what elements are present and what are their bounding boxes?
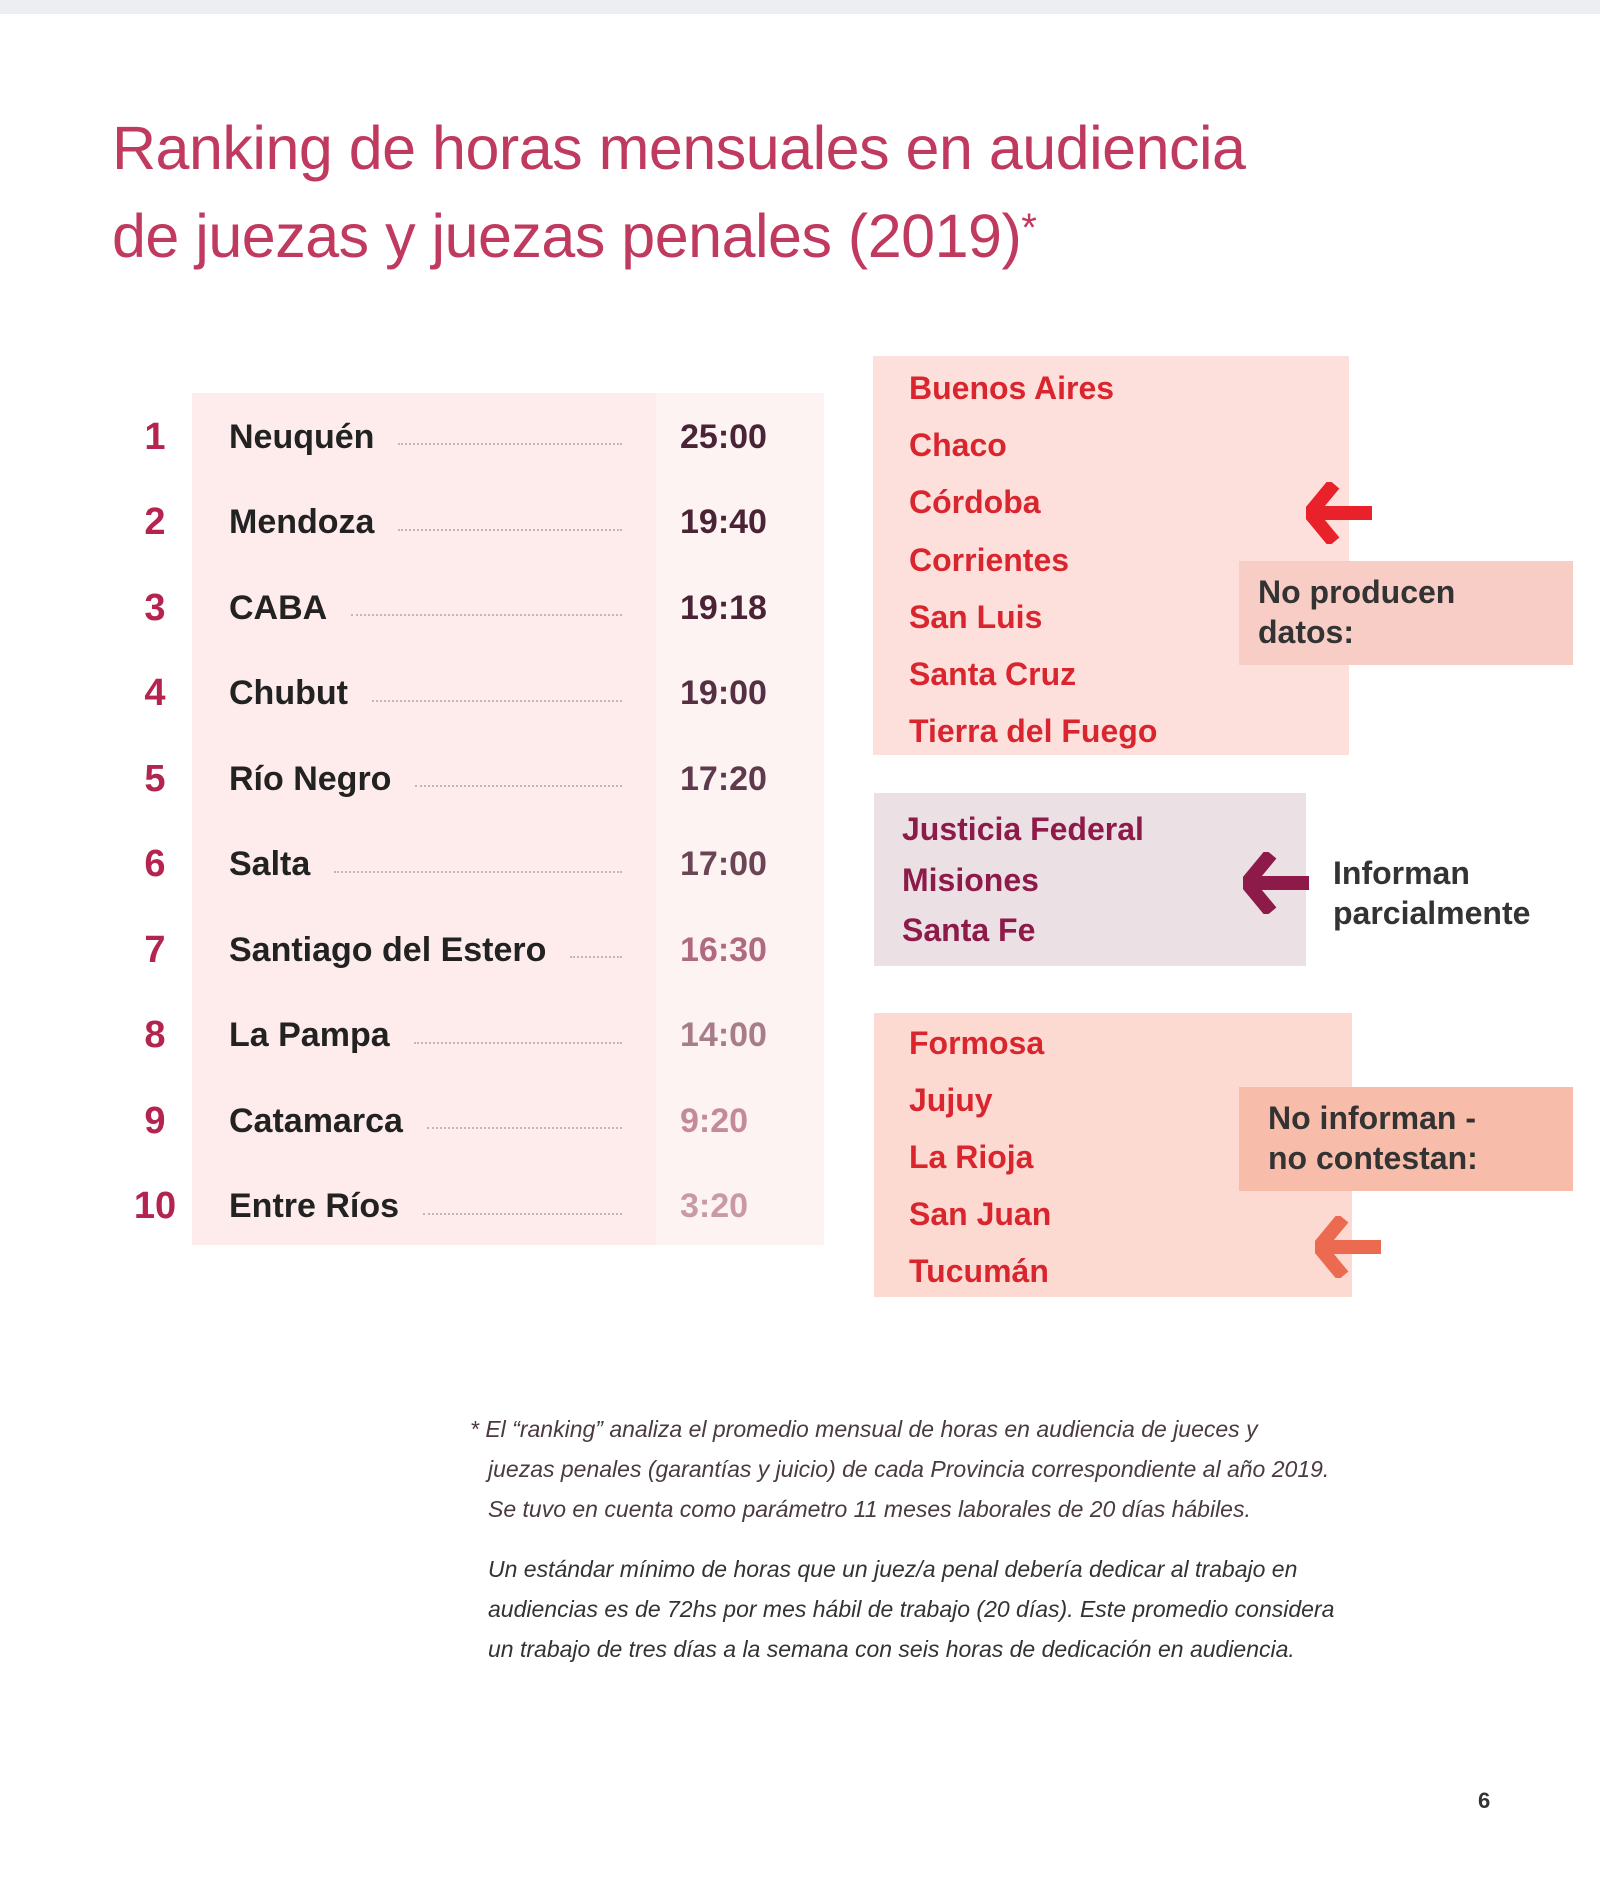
- dotted-leader: [398, 528, 623, 531]
- province-item: Formosa: [909, 1025, 1045, 1061]
- hours-value: 19:40: [680, 503, 767, 541]
- no-informan-label: No informan - no contestan:: [1268, 1100, 1478, 1176]
- province-item: Santa Fe: [902, 912, 1036, 948]
- no-producen-label: No producen datos:: [1258, 574, 1456, 650]
- rank-number: 2: [144, 501, 166, 543]
- ranking-row: 5 Río Negro 17:20: [120, 749, 780, 809]
- footnote-line: Un estándar mínimo de horas que un juez/…: [488, 1556, 1298, 1582]
- hours-value: 3:20: [680, 1187, 749, 1225]
- parcial-box: [874, 793, 1306, 966]
- page-title: Ranking de horas mensuales en audiencia …: [112, 104, 1246, 280]
- dotted-leader: [371, 699, 622, 702]
- title-asterisk: *: [1021, 206, 1037, 250]
- footnote-line: * El “ranking” analiza el promedio mensu…: [470, 1416, 1258, 1442]
- hours-value: 25:00: [680, 417, 767, 456]
- province-item: Justicia Federal: [902, 811, 1144, 847]
- footnote-line: juezas penales (garantías y juicio) de c…: [488, 1456, 1330, 1482]
- hours-value: 16:30: [680, 930, 767, 969]
- rank-number: 3: [144, 586, 166, 629]
- dotted-leader: [426, 1127, 622, 1129]
- ranking-row: 1 Neuquén 25:00: [120, 407, 780, 467]
- ranking-row: 7 Santiago del Estero 16:30: [120, 920, 780, 980]
- province-item: Misiones: [902, 861, 1039, 898]
- province-item: Córdoba: [909, 484, 1041, 521]
- parcial-label: Informan parcialmente: [1333, 855, 1531, 931]
- ranking-row: 6 Salta 17:00: [120, 835, 780, 895]
- rank-number: 10: [133, 1185, 177, 1227]
- hours-value: 19:00: [680, 674, 767, 712]
- no-producen-box: [873, 356, 1349, 755]
- rank-number: 9: [144, 1099, 166, 1142]
- dotted-leader: [398, 443, 623, 445]
- title-line-2: de juezas y juezas penales (2019): [112, 202, 1022, 270]
- province-name: Entre Ríos: [229, 1187, 400, 1225]
- no-informan-label-box: [1239, 1087, 1573, 1191]
- footnote-line: audiencias es de 72hs por mes hábil de t…: [488, 1596, 1335, 1622]
- hours-value: 9:20: [680, 1101, 749, 1140]
- province-item: Tucumán: [909, 1253, 1049, 1289]
- arrow-left-icon: [1243, 852, 1309, 914]
- dotted-leader: [351, 614, 623, 616]
- dotted-leader: [413, 1041, 622, 1044]
- province-item: Tierra del Fuego: [909, 713, 1158, 750]
- province-item: La Rioja: [909, 1139, 1034, 1175]
- dotted-leader: [334, 870, 623, 873]
- arrow-left-icon: [1306, 482, 1372, 544]
- province-item: Jujuy: [909, 1082, 993, 1118]
- rank-number: 1: [144, 415, 166, 458]
- hours-value: 17:00: [680, 845, 767, 883]
- rank-number: 7: [144, 928, 166, 971]
- province-name: Catamarca: [229, 1101, 403, 1140]
- dotted-leader: [423, 1212, 623, 1215]
- rank-number: 4: [144, 672, 166, 714]
- title-line-1: Ranking de horas mensuales en audiencia: [112, 114, 1246, 182]
- province-item: Chaco: [909, 427, 1007, 464]
- province-name: Chubut: [229, 674, 348, 712]
- ranking-row: 9 Catamarca 9:20: [120, 1091, 780, 1151]
- province-name: CABA: [229, 588, 328, 627]
- ranking-table-background: [192, 393, 656, 1245]
- rank-number: 8: [144, 1014, 166, 1056]
- province-item: Corrientes: [909, 541, 1070, 578]
- arrow-left-icon: [1315, 1216, 1381, 1278]
- ranking-row: 8 La Pampa 14:00: [120, 1006, 780, 1066]
- province-name: Salta: [229, 845, 311, 883]
- hours-value: 19:18: [680, 588, 767, 627]
- province-name: Santiago del Estero: [229, 930, 547, 969]
- province-name: La Pampa: [229, 1016, 390, 1054]
- no-producen-label-box: [1239, 561, 1573, 665]
- hours-value: 14:00: [680, 1016, 767, 1054]
- footnote-line: un trabajo de tres días a la semana con …: [488, 1636, 1295, 1662]
- province-item: Buenos Aires: [909, 370, 1115, 406]
- province-name: Río Negro: [229, 759, 392, 798]
- province-name: Neuquén: [229, 417, 375, 456]
- hours-value: 17:20: [680, 759, 767, 798]
- footnote-line: Se tuvo en cuenta como parámetro 11 mese…: [488, 1496, 1251, 1522]
- province-name: Mendoza: [229, 503, 375, 541]
- province-item: Santa Cruz: [909, 656, 1077, 692]
- rank-number: 6: [144, 843, 166, 885]
- hours-column-background: [656, 393, 824, 1245]
- ranking-row: 3 CABA 19:18: [120, 578, 780, 638]
- ranking-row: 2 Mendoza 19:40: [120, 493, 780, 553]
- province-item: San Luis: [909, 598, 1043, 635]
- dotted-leader: [415, 785, 623, 787]
- rank-number: 5: [144, 757, 166, 800]
- province-item: San Juan: [909, 1196, 1052, 1232]
- ranking-row: 4 Chubut 19:00: [120, 664, 780, 724]
- page-number: 6: [1478, 1788, 1491, 1813]
- ranking-row: 10 Entre Ríos 3:20: [120, 1177, 780, 1237]
- dotted-leader: [570, 956, 623, 958]
- top-bar: [0, 0, 1600, 14]
